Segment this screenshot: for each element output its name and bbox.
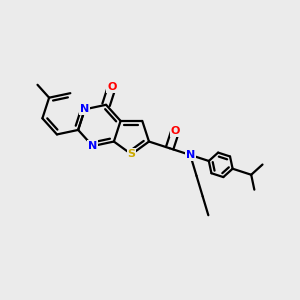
Text: O: O — [107, 82, 116, 92]
Text: N: N — [186, 150, 195, 160]
Text: S: S — [128, 149, 135, 159]
Text: N: N — [88, 141, 97, 151]
Text: N: N — [80, 104, 89, 114]
Text: O: O — [171, 126, 180, 136]
